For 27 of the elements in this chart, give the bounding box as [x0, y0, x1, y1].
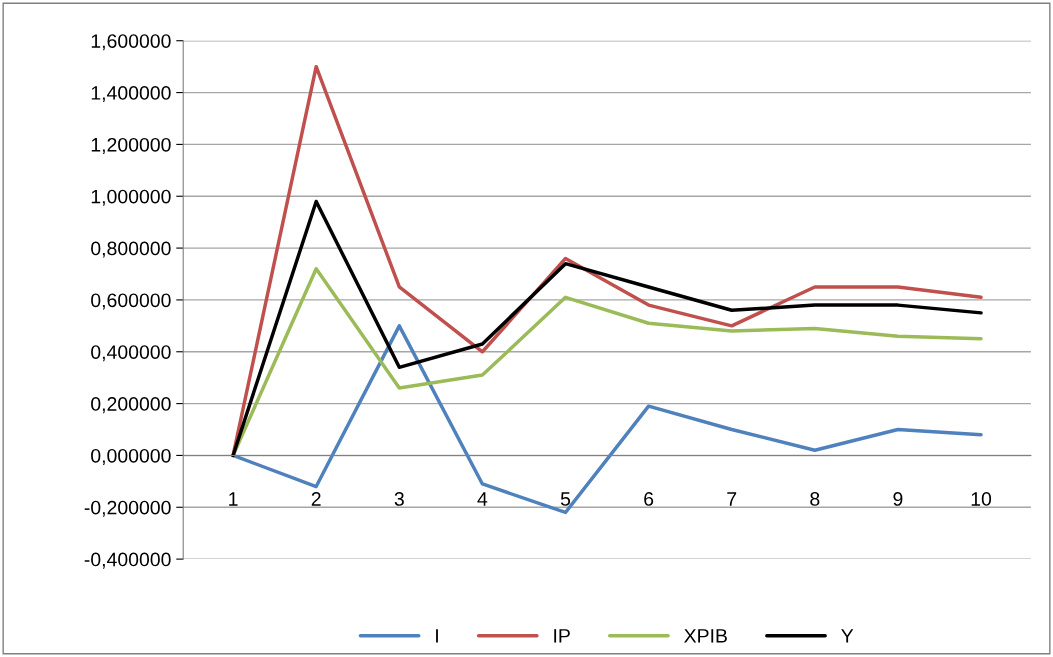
x-tick-label: 5: [560, 492, 571, 506]
y-tick-label: 0,400000: [91, 345, 171, 362]
x-tick-label: 9: [893, 492, 903, 506]
x-tick-label: 3: [394, 492, 404, 506]
legend-label: Y: [841, 629, 854, 643]
x-tick-label: 2: [311, 492, 321, 506]
x-tick-label: 6: [644, 492, 654, 506]
line-series: [231, 64, 983, 458]
y-tick-label: -0,400000: [84, 552, 171, 569]
legend-label: I: [436, 629, 438, 643]
legend-label: XPIB: [684, 629, 727, 643]
y-tick-label: 1,400000: [91, 86, 171, 103]
x-tick-label: 1: [229, 492, 238, 506]
x-tick-label: 4: [477, 492, 488, 506]
y-tick-label: 1,600000: [91, 34, 171, 51]
y-tick-label: 0,600000: [91, 293, 171, 310]
y-tick-label: 1,200000: [91, 137, 171, 154]
x-tick-label: 7: [727, 492, 737, 506]
x-tick-label: 8: [810, 492, 820, 506]
y-tick-label: 1,000000: [91, 189, 171, 206]
x-tick-label: 10: [971, 492, 992, 506]
line-series: [231, 199, 983, 458]
legend-label: IP: [554, 629, 570, 643]
y-tick-label: -0,200000: [84, 500, 171, 517]
y-tick-label: 0,200000: [91, 397, 171, 414]
y-tick-label: 0,800000: [91, 241, 171, 258]
y-tick-label: 0,000000: [91, 448, 171, 465]
